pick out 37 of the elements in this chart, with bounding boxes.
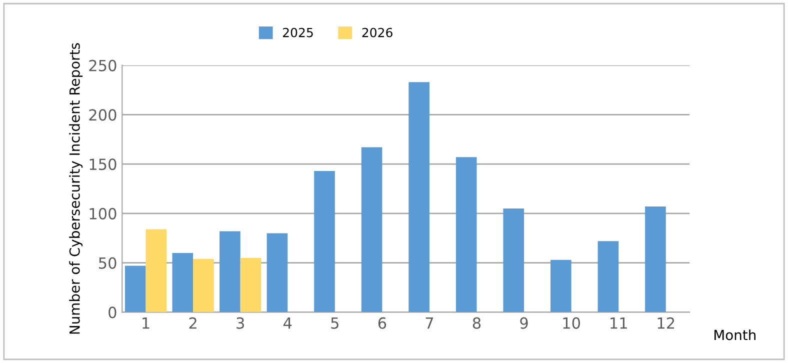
bar <box>550 260 572 312</box>
x-tick-label: 11 <box>610 318 627 329</box>
bar <box>193 258 214 312</box>
bar <box>146 229 167 312</box>
x-tick-label: 8 <box>472 317 481 329</box>
bar <box>645 206 666 312</box>
x-tick-label: 6 <box>378 317 386 329</box>
bar <box>220 231 240 312</box>
x-tick-label: 2 <box>189 317 196 329</box>
y-axis-title: Number of Cybersecurity Incident Reports <box>69 43 83 334</box>
x-tick-label: 3 <box>236 317 244 329</box>
bar <box>172 252 194 312</box>
x-tick-label: 10 <box>563 317 580 329</box>
x-tick-label: 7 <box>426 318 434 329</box>
x-tick-label: 4 <box>284 318 292 329</box>
bar <box>361 147 382 312</box>
bar <box>266 233 288 312</box>
legend-label: 2026 <box>362 28 392 38</box>
bar <box>503 208 524 312</box>
y-tick-label: 250 <box>89 60 116 72</box>
legend-label: 2025 <box>282 28 313 38</box>
bar <box>124 266 146 312</box>
x-tick-label: 12 <box>658 317 674 329</box>
y-tick-label: 50 <box>99 257 116 269</box>
bar <box>314 170 335 312</box>
y-tick-label: 100 <box>90 208 116 220</box>
x-tick-label: 1 <box>142 318 150 329</box>
x-axis-title: Month <box>714 329 756 340</box>
bar <box>598 241 619 312</box>
y-tick-label: 0 <box>108 306 116 318</box>
y-tick-label: 200 <box>89 109 116 121</box>
bar <box>408 82 430 312</box>
bar <box>240 258 262 312</box>
x-tick-label: 5 <box>331 318 338 329</box>
y-tick-label: 150 <box>90 158 116 170</box>
x-tick-label: 9 <box>520 317 528 329</box>
bar <box>456 157 477 312</box>
